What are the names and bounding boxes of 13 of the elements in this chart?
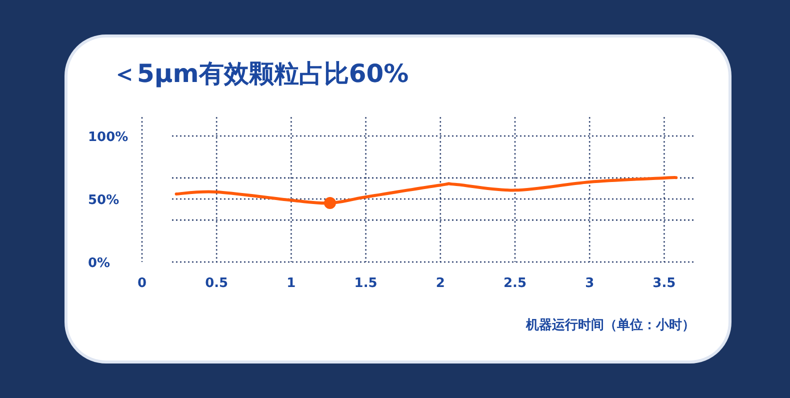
x-tick-label: 2 xyxy=(436,276,445,291)
x-tick-label: 1.5 xyxy=(354,276,378,291)
x-tick-label: 0 xyxy=(137,276,147,291)
x-tick-label: 3.5 xyxy=(652,276,676,291)
x-tick-label: 0.5 xyxy=(205,276,228,291)
y-tick-label: 100% xyxy=(88,130,128,145)
y-tick-label: 50% xyxy=(88,193,120,208)
y-tick-label: 0% xyxy=(88,256,110,271)
x-tick-label: 1 xyxy=(286,276,296,291)
x-tick-label: 2.5 xyxy=(503,276,527,291)
x-axis-title: 机器运行时间（单位：小时） xyxy=(525,317,695,333)
chart-title: ＜5μm有效颗粒占比60% xyxy=(112,59,409,88)
x-tick-label: 3 xyxy=(585,276,594,291)
